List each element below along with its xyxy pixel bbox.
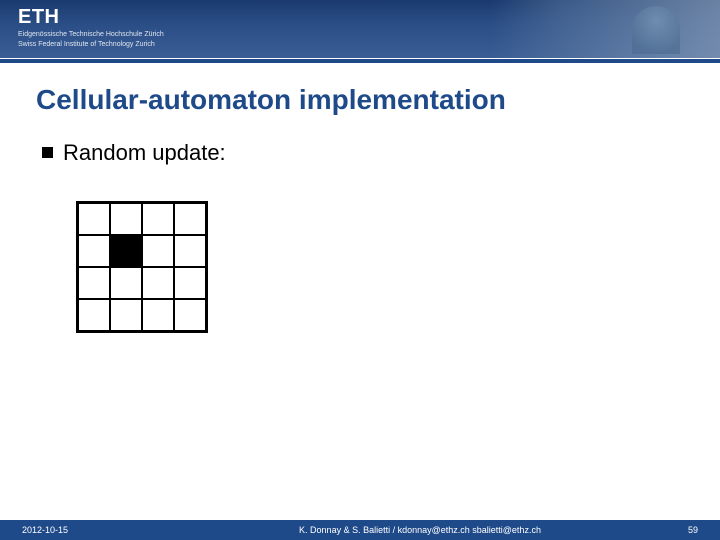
grid-cell: [142, 299, 174, 331]
grid-cell: [78, 299, 110, 331]
grid-cell: [142, 235, 174, 267]
grid-cell: [110, 299, 142, 331]
grid-cell: [110, 235, 142, 267]
footer-credits: K. Donnay & S. Balietti / kdonnay@ethz.c…: [180, 525, 660, 535]
grid-cell: [174, 203, 206, 235]
grid-cell: [110, 267, 142, 299]
bullet-marker-icon: [42, 147, 53, 158]
grid-cell: [174, 299, 206, 331]
grid-cell: [78, 235, 110, 267]
footer-date: 2012-10-15: [0, 525, 180, 535]
logo-main-text: ETH: [18, 6, 164, 29]
logo-subtitle-1: Eidgenössische Technische Hochschule Zür…: [18, 31, 164, 39]
grid-cell: [174, 267, 206, 299]
eth-logo: ETH Eidgenössische Technische Hochschule…: [18, 6, 164, 48]
header-band: ETH Eidgenössische Technische Hochschule…: [0, 0, 720, 58]
logo-subtitle-2: Swiss Federal Institute of Technology Zu…: [18, 41, 164, 49]
grid-cell: [110, 203, 142, 235]
automaton-grid: [76, 201, 208, 333]
dome-graphic: [632, 6, 680, 54]
bullet-item: Random update:: [42, 140, 684, 166]
grid-cell: [142, 203, 174, 235]
footer-page-number: 59: [660, 525, 720, 535]
slide-title: Cellular-automaton implementation: [36, 84, 684, 116]
slide-content: Cellular-automaton implementation Random…: [0, 64, 720, 333]
grid-cell: [174, 235, 206, 267]
bullet-text: Random update:: [63, 140, 226, 166]
header-photo-overlay: [490, 0, 720, 58]
grid-cell: [78, 203, 110, 235]
grid-cell: [142, 267, 174, 299]
grid-cell: [78, 267, 110, 299]
automaton-grid-container: [76, 201, 684, 333]
footer-bar: 2012-10-15 K. Donnay & S. Balietti / kdo…: [0, 520, 720, 540]
